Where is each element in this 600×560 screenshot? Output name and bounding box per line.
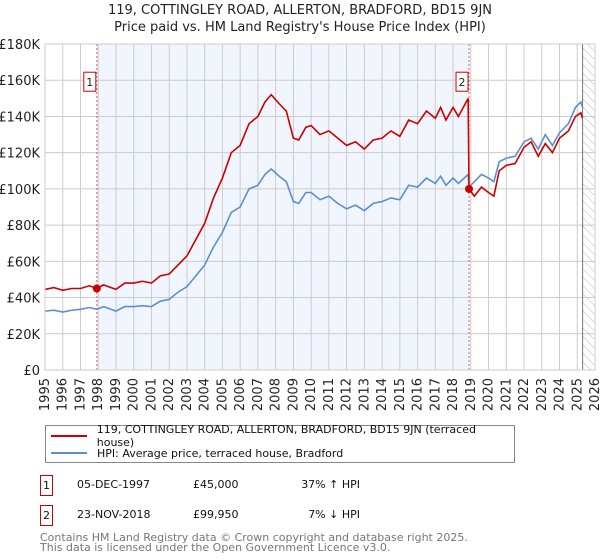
sale-label: 1 [86, 76, 93, 89]
x-tick-label: 2002 [162, 378, 177, 411]
y-tick-label: £0 [23, 364, 40, 379]
x-tick-label: 2026 [588, 378, 600, 411]
x-tick-label: 2001 [144, 378, 159, 411]
chart-subtitle: Price paid vs. HM Land Registry's House … [114, 20, 486, 35]
sale-label-box [83, 71, 97, 92]
legend-label: HPI: Average price, terraced house, Brad… [97, 446, 344, 460]
y-tick-label: £140K [0, 110, 40, 125]
x-tick-label: 2022 [517, 378, 532, 411]
x-tick-label: 2014 [375, 378, 390, 411]
x-tick-label: 1999 [109, 378, 124, 411]
transaction-row: 1 05-DEC-1997 £45,000 37% ↑ HPI [40, 475, 440, 496]
x-tick-label: 1995 [38, 378, 53, 411]
transaction-marker: 2 [40, 505, 53, 526]
y-tick-label: £40K [7, 292, 41, 307]
shaded-ownership-period [96, 44, 470, 370]
x-tick-label: 2015 [393, 378, 408, 411]
x-tick-label: 2023 [535, 378, 550, 411]
y-tick-label: £160K [0, 74, 40, 89]
x-tick-label: 2003 [180, 378, 195, 411]
y-tick-label: £60K [7, 255, 41, 270]
plot-border [44, 43, 596, 371]
price-chart: £0 £20K £40K £60K £80K £100K £120K £140K £160K £1… [0, 38, 600, 411]
sale-label-box [455, 71, 469, 92]
transaction-hpi-diff: 7% ↓ HPI [308, 508, 360, 521]
footer-licence: This data is licensed under the Open Gov… [40, 541, 391, 554]
footer-copyright: Contains HM Land Registry data © Crown c… [40, 531, 468, 544]
x-tick-label: 2020 [482, 378, 497, 411]
sale-point [92, 284, 101, 293]
sale-point [465, 184, 474, 193]
y-tick-label: £120K [0, 147, 40, 162]
transaction-marker: 1 [40, 475, 53, 496]
x-tick-label: 2021 [499, 378, 514, 411]
x-tick-label: 2013 [357, 378, 372, 411]
x-tick-label: 2006 [233, 378, 248, 411]
y-tick-label: £180K [0, 38, 40, 53]
x-tick-label: 2016 [411, 378, 426, 411]
x-tick-label: 1996 [56, 378, 71, 411]
x-tick-label: 2000 [127, 378, 142, 411]
x-tick-label: 2005 [215, 378, 230, 411]
transaction-date: 23-NOV-2018 [77, 508, 151, 521]
x-tick-label: 2012 [340, 378, 355, 411]
x-tick-label: 1998 [91, 378, 106, 411]
x-tick-label: 2009 [286, 378, 301, 411]
x-tick-label: 2024 [553, 378, 568, 411]
x-tick-label: 2007 [251, 378, 266, 411]
x-tick-label: 2004 [198, 378, 213, 411]
x-tick-label: 2010 [304, 378, 319, 411]
legend-label: 119, COTTINGLEY ROAD, ALLERTON, BRADFORD… [96, 423, 476, 449]
x-tick-label: 2018 [446, 378, 461, 411]
series-line [44, 100, 584, 313]
sale-label: 2 [459, 76, 466, 89]
transaction-row: 2 23-NOV-2018 £99,950 7% ↓ HPI [40, 505, 440, 526]
legend-swatch-blue [51, 452, 87, 454]
x-tick-label: 2011 [322, 378, 337, 411]
legend-item-property: 119, COTTINGLEY ROAD, ALLERTON, BRADFORD… [46, 423, 514, 449]
x-tick-label: 2017 [428, 378, 443, 411]
legend: 119, COTTINGLEY ROAD, ALLERTON, BRADFORD… [45, 423, 515, 463]
series-line [44, 93, 584, 292]
transaction-price: £99,950 [193, 508, 239, 521]
y-tick-label: £20K [7, 328, 41, 343]
chart-title: 119, COTTINGLEY ROAD, ALLERTON, BRADFORD… [107, 3, 493, 18]
legend-item-hpi: HPI: Average price, terraced house, Brad… [46, 445, 343, 461]
x-tick-label: 2008 [269, 378, 284, 411]
legend-swatch-red [51, 435, 87, 437]
x-tick-label: 2025 [570, 378, 585, 411]
transaction-hpi-diff: 37% ↑ HPI [301, 478, 360, 491]
transaction-price: £45,000 [193, 478, 239, 491]
y-tick-label: £100K [0, 183, 40, 198]
x-tick-label: 1997 [73, 378, 88, 411]
transaction-date: 05-DEC-1997 [77, 478, 151, 491]
x-tick-label: 2019 [464, 378, 479, 411]
future-hatch-region [582, 44, 595, 370]
y-tick-label: £80K [7, 219, 41, 234]
